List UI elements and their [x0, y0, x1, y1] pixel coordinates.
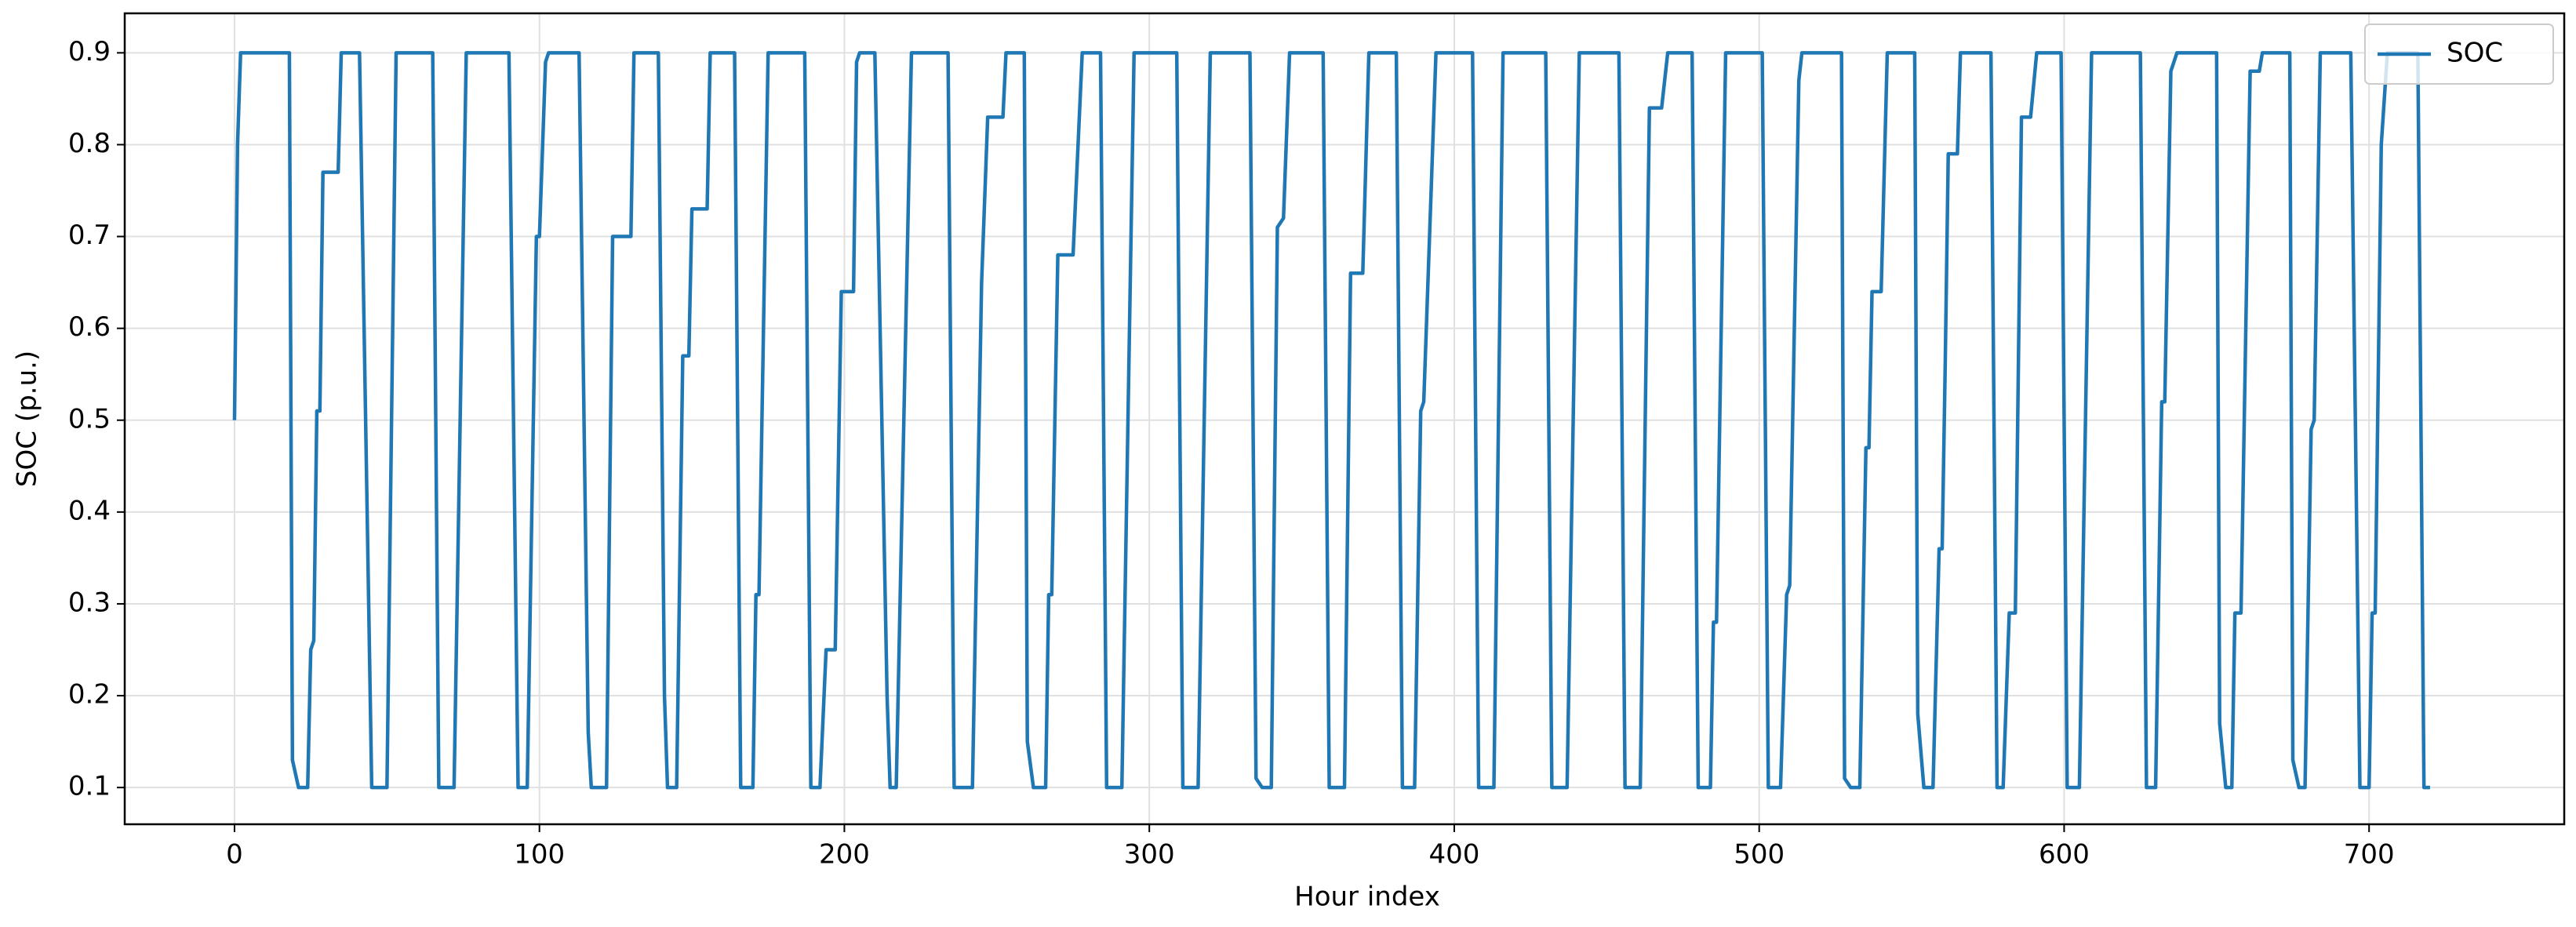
- x-tick-label: 200: [819, 839, 870, 871]
- x-axis-label: Hour index: [1294, 882, 1440, 913]
- legend-box: [2364, 24, 2554, 85]
- x-tick-label: 300: [1124, 839, 1175, 871]
- x-tick-label: 0: [226, 839, 243, 871]
- y-tick-label: 0.4: [68, 495, 111, 526]
- y-tick-label: 0.2: [68, 679, 111, 711]
- x-tick-label: 400: [1428, 839, 1479, 871]
- data-line: [232, 51, 2430, 790]
- y-tick-label: 0.6: [68, 311, 111, 343]
- y-tick-label: 0.9: [68, 36, 111, 67]
- y-tick-label: 0.5: [68, 403, 111, 434]
- x-tick-label: 100: [514, 839, 565, 871]
- plot-frame: [123, 12, 2566, 826]
- y-tick-label: 0.3: [68, 587, 111, 618]
- y-tick-label: 0.1: [68, 771, 111, 802]
- legend: SOC: [2364, 24, 2554, 85]
- y-tick-label: 0.8: [68, 128, 111, 159]
- x-tick-label: 600: [2039, 839, 2090, 871]
- y-axis-label: SOC (p.u.): [12, 351, 43, 487]
- x-tick-label: 700: [2344, 839, 2395, 871]
- legend-label: SOC: [2447, 38, 2503, 69]
- y-tick-label: 0.7: [68, 220, 111, 251]
- x-tick-label: 500: [1734, 839, 1785, 871]
